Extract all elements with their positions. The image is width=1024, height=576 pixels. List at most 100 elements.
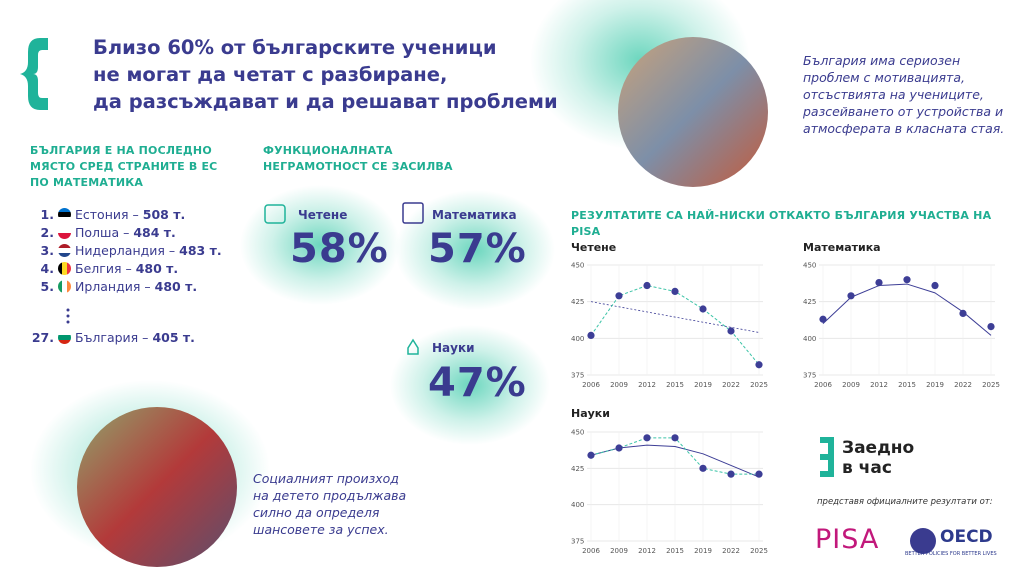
data-point xyxy=(643,434,651,442)
stat-value: 57% xyxy=(428,226,527,272)
flag xyxy=(58,226,71,239)
stat-label: Математика xyxy=(432,208,517,222)
x-tick-label: 2009 xyxy=(610,381,628,389)
chart-title: Науки xyxy=(571,407,610,420)
stat-value: 47% xyxy=(428,360,527,406)
x-tick-label: 2025 xyxy=(750,381,768,389)
results-title: РЕЗУЛТАТИТЕ СА НАЙ-НИСКИ ОТКАКТО БЪЛГАРИ… xyxy=(571,209,992,238)
x-tick-label: 2012 xyxy=(638,547,656,555)
x-tick-label: 2022 xyxy=(722,547,740,555)
x-tick-label: 2015 xyxy=(666,547,684,555)
illiteracy-title: ФУНКЦИОНАЛНАТА НЕГРАМОТНОСТ СЕ ЗАСИЛВА xyxy=(263,144,453,173)
data-point xyxy=(931,281,939,290)
data-point xyxy=(847,292,855,300)
rank-number: 4. xyxy=(40,261,54,276)
data-point xyxy=(755,361,763,369)
rank-number: 5. xyxy=(40,279,54,294)
chart-title: Четене xyxy=(571,241,616,254)
oecd-logo: OECD xyxy=(940,527,993,547)
x-tick-label: 2022 xyxy=(722,381,740,389)
country: България – xyxy=(75,330,149,345)
data-point xyxy=(727,327,735,335)
y-tick-label: 450 xyxy=(571,429,584,437)
data-point xyxy=(671,287,679,295)
ranking-item: 3. Нидерландия –483 т. xyxy=(30,243,222,258)
score: 405 т. xyxy=(152,330,195,345)
presents: представя официалните резултати от: xyxy=(817,497,993,507)
y-tick-label: 375 xyxy=(803,372,816,380)
ranking-item: 1. Естония –508 т. xyxy=(30,207,186,222)
ranking-item: 27. България –405 т. xyxy=(30,330,195,345)
flag xyxy=(58,262,71,275)
motivation-text: България има сериозен проблем с мотиваци… xyxy=(803,53,1005,136)
score: 483 т. xyxy=(179,243,222,258)
rank-number: 3. xyxy=(40,243,54,258)
ranking-item: 5. Ирландия –480 т. xyxy=(30,279,198,294)
x-tick-label: 2025 xyxy=(750,547,768,555)
title-line: Близо 60% от българските ученици xyxy=(93,36,497,59)
y-tick-label: 425 xyxy=(803,298,816,306)
data-point xyxy=(643,281,651,290)
data-point xyxy=(755,470,763,478)
brand-name: Заедно в час xyxy=(842,438,914,478)
data-point xyxy=(671,434,679,442)
data-point xyxy=(819,315,827,323)
country: Естония – xyxy=(75,207,139,222)
x-tick-label: 2015 xyxy=(898,381,916,389)
y-tick-label: 400 xyxy=(571,501,584,509)
ranking-title: БЪЛГАРИЯ Е НА ПОСЛЕДНО МЯСТО СРЕД СТРАНИ… xyxy=(30,144,218,189)
country: Нидерландия – xyxy=(75,243,176,258)
data-point xyxy=(699,464,707,472)
stat-label: Четене xyxy=(298,208,348,222)
y-tick-label: 450 xyxy=(803,262,816,270)
decor xyxy=(20,0,936,567)
x-tick-label: 2025 xyxy=(982,381,1000,389)
y-tick-label: 400 xyxy=(571,335,584,343)
flag xyxy=(58,244,71,257)
flag xyxy=(58,280,71,293)
data-point xyxy=(615,444,623,452)
title: Близо 60% от българските ученици не мога… xyxy=(93,34,573,115)
data-point xyxy=(587,331,595,339)
score: 480 т. xyxy=(135,261,179,276)
x-tick-label: 2019 xyxy=(926,381,944,389)
brand-line: Заедно xyxy=(842,438,915,458)
x-tick-label: 2015 xyxy=(666,381,684,389)
x-tick-label: 2006 xyxy=(582,547,600,555)
data-point xyxy=(875,279,883,287)
y-tick-label: 375 xyxy=(571,538,584,546)
trend-line xyxy=(590,301,760,333)
x-tick-label: 2019 xyxy=(694,547,712,555)
y-tick-label: 425 xyxy=(571,298,584,306)
x-tick-label: 2006 xyxy=(582,381,600,389)
title-line: да разсъждават и да решават проблеми xyxy=(93,90,558,113)
x-tick-label: 2019 xyxy=(694,381,712,389)
country: Полша – xyxy=(75,225,130,240)
x-tick-label: 2012 xyxy=(870,381,888,389)
score: 484 т. xyxy=(133,225,176,240)
stat-label: Науки xyxy=(432,341,475,355)
data-point xyxy=(903,276,911,284)
data-point xyxy=(727,470,735,478)
data-point xyxy=(587,451,595,459)
oecd-tagline: BETTER POLICIES FOR BETTER LIVES xyxy=(905,551,997,557)
flag xyxy=(58,331,71,344)
y-tick-label: 450 xyxy=(571,262,584,270)
y-tick-label: 425 xyxy=(571,465,584,473)
x-tick-label: 2006 xyxy=(814,381,832,389)
pisa-logo: PISA xyxy=(815,524,880,555)
data-point xyxy=(959,309,967,317)
score: 508 т. xyxy=(142,207,186,222)
chart-title: Математика xyxy=(803,241,881,254)
rank-number: 27. xyxy=(31,330,54,345)
rank-number: 1. xyxy=(40,207,54,222)
data-point xyxy=(987,323,995,331)
ranking-item: 2. Полша –484 т. xyxy=(30,225,176,240)
ranking-item: 4. Белгия –480 т. xyxy=(30,261,179,276)
x-tick-label: 2009 xyxy=(842,381,860,389)
social-text: Социалният произход на детето продължава… xyxy=(253,471,407,537)
data-point xyxy=(699,305,707,313)
